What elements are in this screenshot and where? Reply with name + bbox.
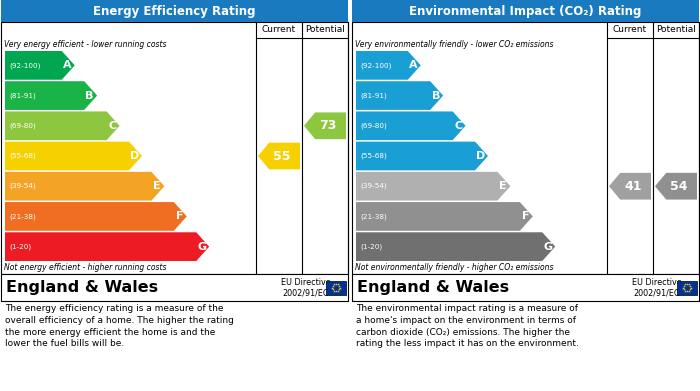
Text: D: D [476, 151, 485, 161]
Text: Very environmentally friendly - lower CO₂ emissions: Very environmentally friendly - lower CO… [355, 40, 554, 49]
Text: 55: 55 [273, 149, 290, 163]
Polygon shape [655, 173, 697, 199]
Polygon shape [356, 172, 510, 201]
Text: D: D [130, 151, 139, 161]
Bar [1, 274, 348, 301]
Bar [326, 280, 346, 294]
Polygon shape [356, 111, 466, 140]
Polygon shape [258, 143, 300, 169]
Text: E: E [499, 181, 507, 191]
Polygon shape [356, 232, 555, 261]
Bar [1, 0, 348, 22]
Text: Energy Efficiency Rating: Energy Efficiency Rating [93, 5, 256, 18]
Text: (55-68): (55-68) [9, 153, 36, 159]
Text: 73: 73 [319, 119, 337, 132]
Polygon shape [5, 81, 97, 110]
Text: B: B [85, 91, 94, 100]
Text: (1-20): (1-20) [360, 243, 382, 250]
Text: (21-38): (21-38) [9, 213, 36, 220]
Text: EU Directive
2002/91/EC: EU Directive 2002/91/EC [281, 278, 331, 297]
Text: B: B [431, 91, 440, 100]
Bar [677, 280, 697, 294]
Polygon shape [5, 172, 164, 201]
Polygon shape [5, 232, 209, 261]
Text: 41: 41 [624, 180, 642, 193]
Text: (1-20): (1-20) [9, 243, 31, 250]
Text: (92-100): (92-100) [360, 62, 391, 68]
Text: Potential: Potential [305, 25, 345, 34]
Polygon shape [609, 173, 651, 199]
Text: The environmental impact rating is a measure of
a home's impact on the environme: The environmental impact rating is a mea… [356, 304, 579, 348]
Polygon shape [356, 142, 488, 170]
Text: A: A [63, 60, 71, 70]
Text: E: E [153, 181, 161, 191]
Text: (81-91): (81-91) [360, 92, 386, 99]
Text: (39-54): (39-54) [9, 183, 36, 190]
Polygon shape [5, 202, 187, 231]
Text: Not energy efficient - higher running costs: Not energy efficient - higher running co… [4, 263, 167, 272]
Polygon shape [5, 51, 75, 80]
Text: G: G [197, 242, 206, 252]
Text: F: F [522, 212, 529, 221]
Text: F: F [176, 212, 183, 221]
Polygon shape [356, 202, 533, 231]
Polygon shape [5, 142, 142, 170]
Text: G: G [543, 242, 552, 252]
Polygon shape [356, 81, 443, 110]
Text: Not environmentally friendly - higher CO₂ emissions: Not environmentally friendly - higher CO… [355, 263, 554, 272]
Text: Environmental Impact (CO₂) Rating: Environmental Impact (CO₂) Rating [410, 5, 642, 18]
Text: (69-80): (69-80) [9, 122, 36, 129]
Text: England & Wales: England & Wales [357, 280, 509, 295]
Text: (39-54): (39-54) [360, 183, 386, 190]
Bar [352, 22, 699, 274]
Text: EU Directive
2002/91/EC: EU Directive 2002/91/EC [632, 278, 682, 297]
Text: Current: Current [613, 25, 647, 34]
Bar [352, 274, 699, 301]
Text: C: C [108, 121, 116, 131]
Text: (69-80): (69-80) [360, 122, 386, 129]
Text: England & Wales: England & Wales [6, 280, 158, 295]
Polygon shape [304, 113, 346, 139]
Text: Current: Current [262, 25, 296, 34]
Bar [352, 0, 699, 22]
Text: (55-68): (55-68) [360, 153, 386, 159]
Text: C: C [454, 121, 462, 131]
Text: Very energy efficient - lower running costs: Very energy efficient - lower running co… [4, 40, 167, 49]
Text: A: A [409, 60, 418, 70]
Text: (81-91): (81-91) [9, 92, 36, 99]
Text: The energy efficiency rating is a measure of the
overall efficiency of a home. T: The energy efficiency rating is a measur… [5, 304, 234, 348]
Text: (92-100): (92-100) [9, 62, 41, 68]
Bar [1, 22, 348, 274]
Polygon shape [5, 111, 120, 140]
Text: (21-38): (21-38) [360, 213, 386, 220]
Text: 54: 54 [670, 180, 687, 193]
Text: Potential: Potential [656, 25, 696, 34]
Polygon shape [356, 51, 421, 80]
